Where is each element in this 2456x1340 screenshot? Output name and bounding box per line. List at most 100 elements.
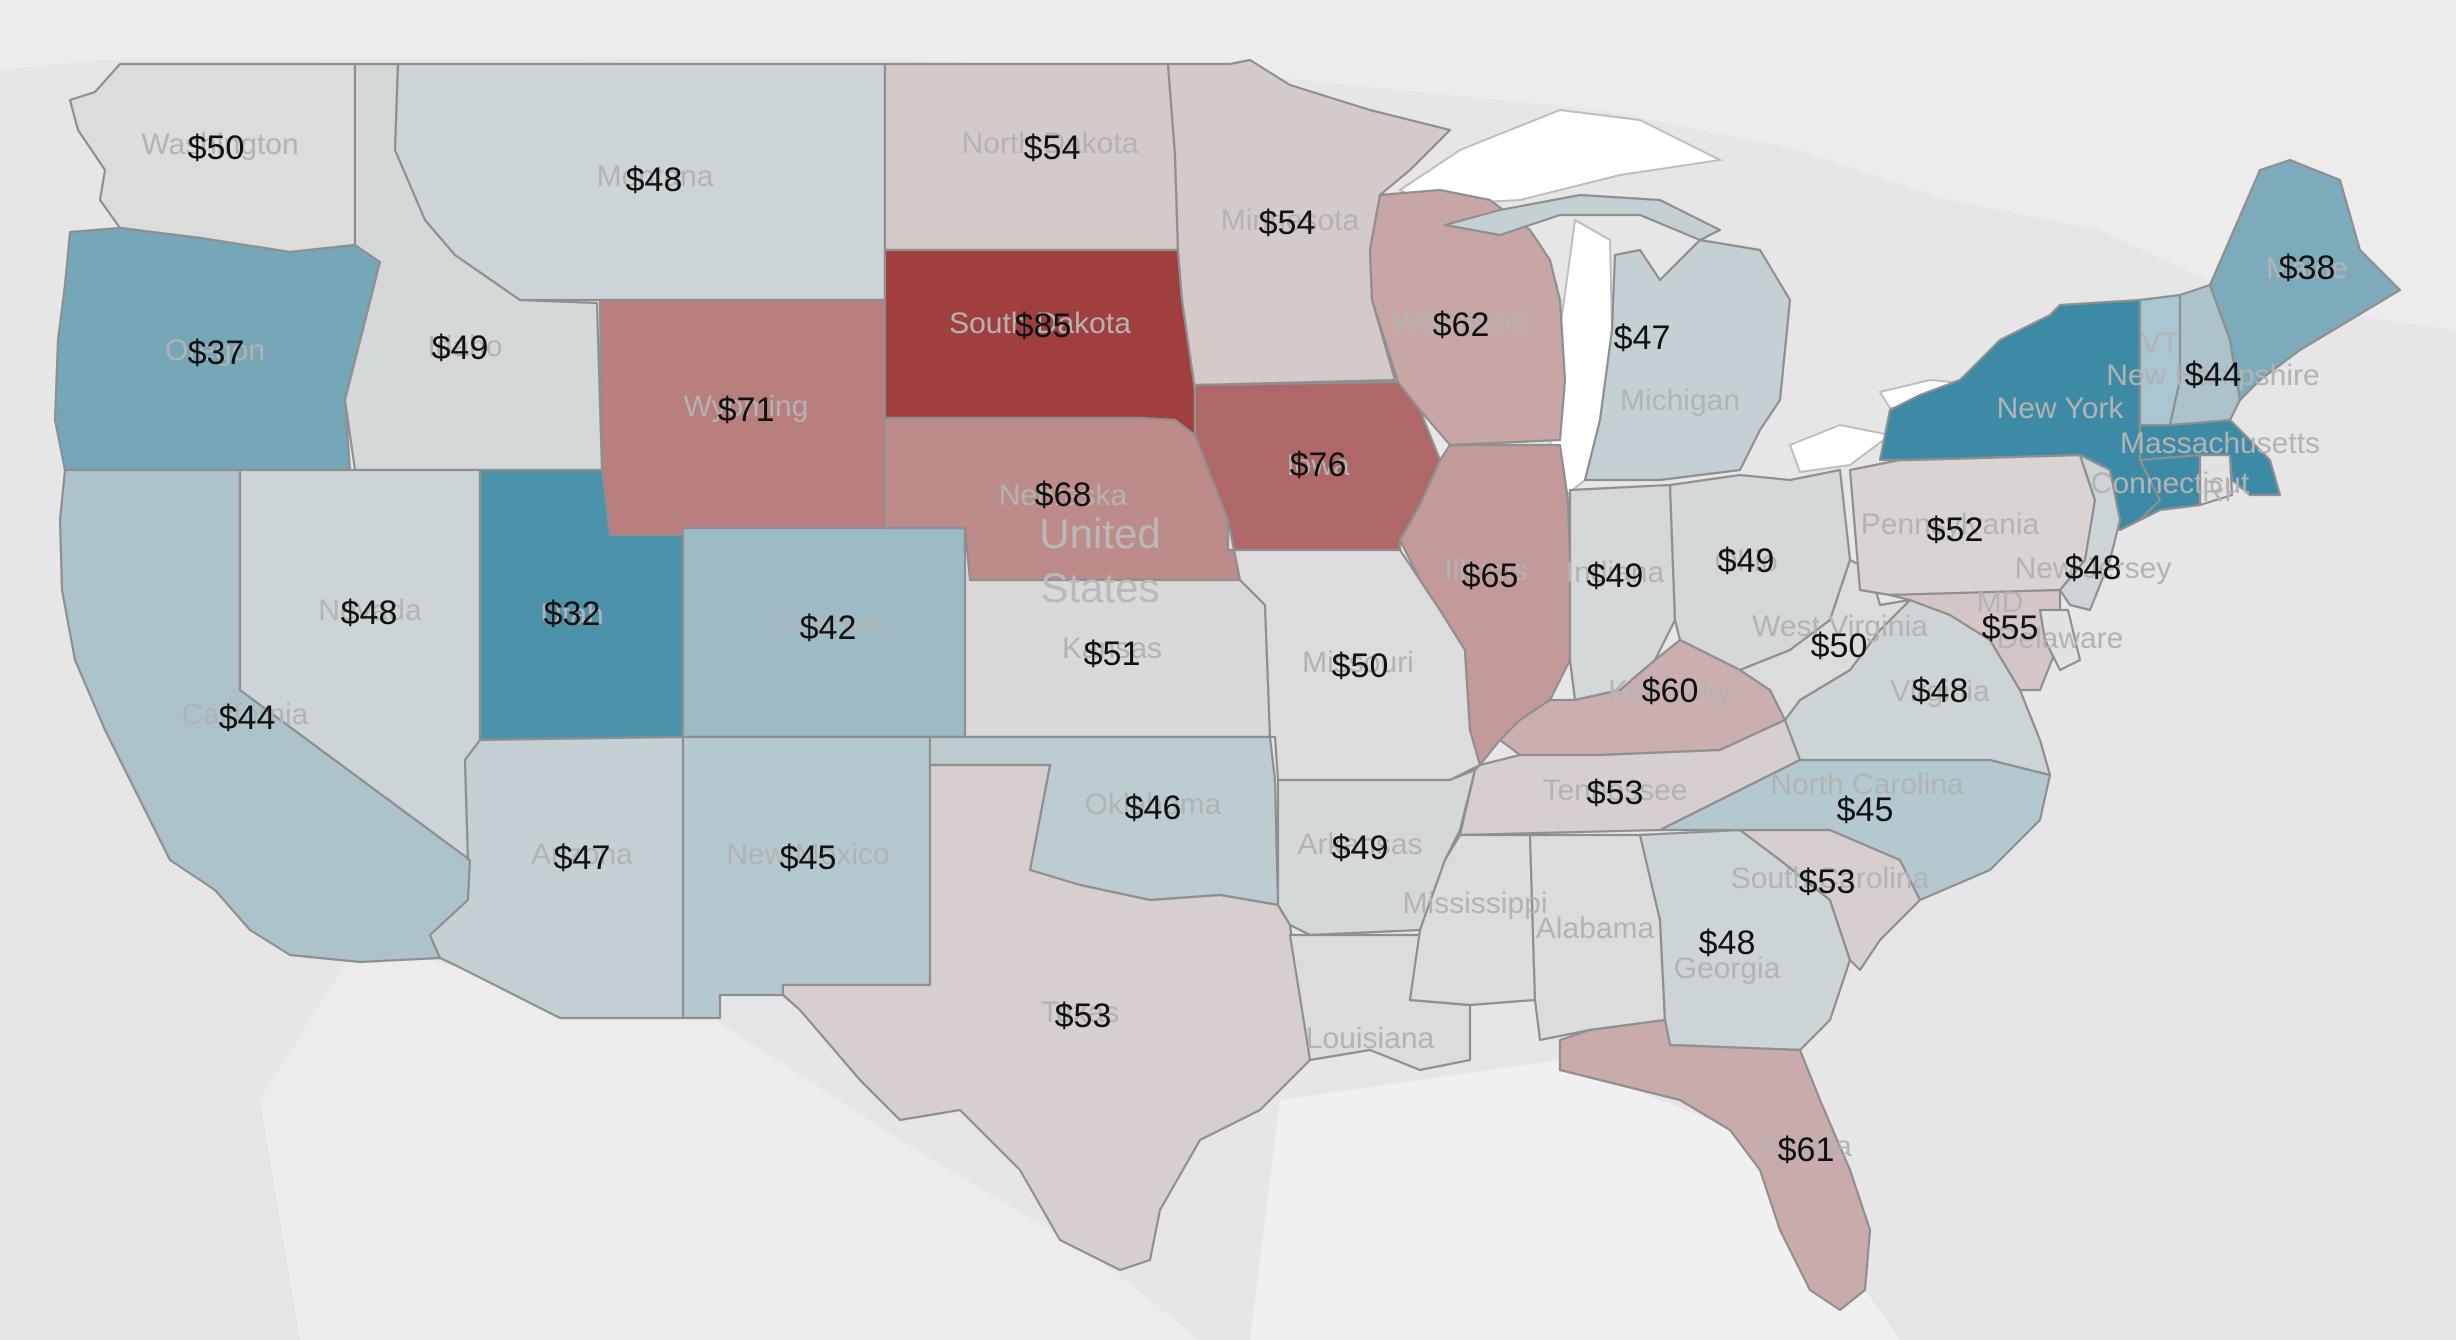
state-value-tx: $53: [1055, 997, 1112, 1035]
state-value-ok: $46: [1125, 789, 1182, 827]
state-de[interactable]: [2038, 608, 2082, 672]
state-value-mo: $50: [1332, 647, 1389, 685]
state-wi[interactable]: [1368, 188, 1567, 447]
state-name-sc: South Carolina: [1731, 862, 1930, 895]
state-name-tx: Texas: [1041, 996, 1119, 1029]
state-value-nh: $44: [2185, 356, 2242, 394]
state-name-wa: Washington: [141, 128, 298, 161]
state-name-in: Indiana: [1566, 556, 1665, 589]
state-names-layer: Washington Oregon California Idaho Nevada Mon…: [141, 127, 2348, 1163]
state-ma[interactable]: [2138, 418, 2282, 497]
state-name-ok: Oklahoma: [1085, 788, 1222, 821]
state-value-id: $49: [432, 329, 489, 367]
state-name-az: Arizona: [531, 838, 633, 871]
state-value-oh: $49: [1718, 542, 1775, 580]
state-name-me: Maine: [2266, 252, 2348, 285]
state-value-sc: $53: [1799, 863, 1856, 901]
state-value-me: $38: [2279, 249, 2336, 287]
state-value-ga: $48: [1699, 924, 1756, 962]
state-value-wa: $50: [188, 129, 245, 167]
state-name-nm: New Mexico: [726, 838, 889, 871]
state-value-ut: $32: [544, 595, 601, 633]
state-name-md: MD: [1977, 586, 2024, 619]
state-mi[interactable]: [1443, 193, 1792, 482]
state-value-tn: $53: [1587, 774, 1644, 812]
state-nj[interactable]: [2058, 453, 2122, 612]
country-label-line-2: States: [1040, 564, 1159, 611]
state-value-wv: $50: [1811, 627, 1868, 665]
state-value-ne: $68: [1035, 476, 1092, 514]
state-value-fl: $61: [1778, 1131, 1835, 1169]
state-value-mi: $47: [1614, 319, 1671, 357]
state-name-sd: South Dakota: [949, 307, 1131, 340]
state-name-ia: Iowa: [1286, 449, 1350, 482]
state-value-ca: $44: [219, 699, 276, 737]
state-name-wi: Wisconsin: [1392, 306, 1529, 339]
state-value-ky: $60: [1642, 672, 1699, 710]
state-name-mt: Montana: [597, 160, 714, 193]
state-fl[interactable]: [1558, 1018, 1872, 1312]
state-name-ct: Connecticut: [2091, 467, 2250, 500]
state-wv[interactable]: [1738, 558, 1912, 722]
state-ms[interactable]: [1408, 833, 1537, 1007]
state-value-in: $49: [1587, 557, 1644, 595]
state-name-id: Idaho: [427, 330, 502, 363]
lake-erie: [1788, 423, 1893, 474]
state-me[interactable]: [2208, 158, 2402, 402]
state-name-al: Alabama: [1536, 912, 1655, 945]
state-name-tn: Tennessee: [1542, 774, 1687, 807]
state-name-mi: Michigan: [1620, 384, 1740, 417]
state-name-ks: Kansas: [1062, 632, 1162, 665]
state-name-ne: Nebraska: [999, 479, 1128, 512]
state-value-nd: $54: [1024, 129, 1081, 167]
state-name-nv: Nevada: [318, 594, 422, 627]
state-name-nh: New Hampshire: [2106, 359, 2319, 392]
state-md[interactable]: [1888, 588, 2062, 692]
state-values-layer: $50 $37 $44 $49 $48 $48 $71 $32 $47 $42 $45 $54 $85 $…: [188, 129, 2336, 1169]
state-name-mo: Missouri: [1302, 646, 1414, 679]
state-name-nc: North Carolina: [1770, 768, 1964, 801]
state-value-mn: $54: [1259, 204, 1316, 242]
state-value-nm: $45: [780, 839, 837, 877]
state-name-vt: VT: [2141, 327, 2179, 360]
state-name-il: Illinois: [1444, 554, 1527, 587]
state-value-nc: $45: [1837, 791, 1894, 829]
state-name-oh: Ohio: [1714, 545, 1777, 578]
state-value-or: $37: [188, 334, 245, 372]
state-name-pa: Pennsylvania: [1861, 508, 2040, 541]
state-value-md: $55: [1982, 609, 2039, 647]
state-name-wv: West Virginia: [1752, 610, 1928, 643]
state-value-ks: $51: [1084, 635, 1141, 673]
country-label-line-1: United: [1039, 510, 1160, 557]
state-value-va: $48: [1912, 672, 1969, 710]
state-name-co: Colorado: [769, 607, 891, 640]
state-name-ar: Arkansas: [1297, 828, 1422, 861]
state-name-ky: Kentucky: [1608, 675, 1731, 708]
states-layer: [53, 58, 2402, 1312]
state-value-mt: $48: [626, 161, 683, 199]
state-value-pa: $52: [1927, 511, 1984, 549]
state-name-wy: Wyoming: [684, 390, 809, 423]
state-value-nv: $48: [341, 594, 398, 632]
state-name-ri: RI: [2202, 475, 2232, 508]
state-tx[interactable]: [781, 763, 1312, 1272]
mexico-land: [260, 940, 1200, 1340]
state-name-la: Louisiana: [1306, 1022, 1435, 1055]
state-nm[interactable]: [681, 735, 932, 1020]
ocean-gulf: [1250, 1060, 1900, 1340]
state-name-ms: Mississippi: [1402, 887, 1547, 920]
state-value-wi: $62: [1433, 306, 1490, 344]
state-name-va: Virginia: [1890, 675, 1990, 708]
state-value-az: $47: [554, 839, 611, 877]
state-name-ca: California: [182, 698, 309, 731]
state-name-ny: New York: [1997, 392, 2125, 425]
state-name-fl: Florida: [1760, 1130, 1852, 1163]
state-name-nj: New Jersey: [2015, 552, 2172, 585]
state-name-ut: Utah: [540, 598, 603, 631]
state-value-il: $65: [1462, 557, 1519, 595]
state-value-nj: $48: [2065, 549, 2122, 587]
state-value-wy: $71: [718, 391, 775, 429]
state-name-ga: Georgia: [1674, 952, 1781, 985]
state-name-nd: North Dakota: [962, 127, 1139, 160]
